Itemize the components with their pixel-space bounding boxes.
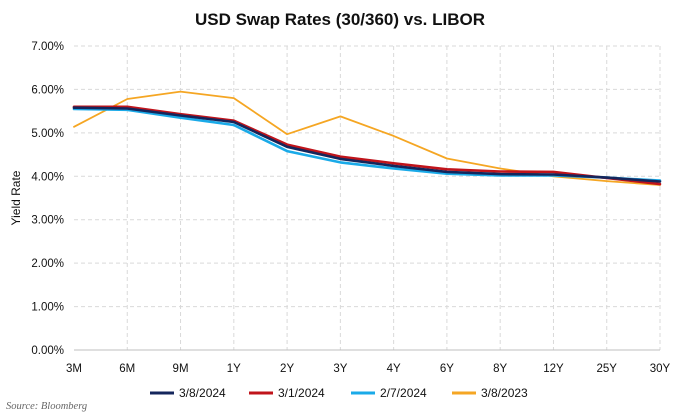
y-tick-label: 0.00% — [31, 345, 64, 357]
y-tick-label: 6.00% — [31, 84, 64, 96]
y-tick-label: 5.00% — [31, 128, 64, 140]
y-tick-label: 4.00% — [31, 171, 64, 183]
source-note: Source: Bloomberg — [6, 401, 87, 412]
legend-label: 3/8/2023 — [481, 386, 528, 400]
x-tick-label: 25Y — [596, 363, 617, 375]
legend-label: 3/8/2024 — [179, 386, 226, 400]
x-tick-label: 9M — [173, 363, 189, 375]
x-tick-label: 12Y — [543, 363, 564, 375]
series-line-2 — [72, 107, 662, 182]
y-tick-label: 7.00% — [31, 41, 64, 53]
x-tick-label: 30Y — [650, 363, 671, 375]
x-tick-label: 4Y — [387, 363, 401, 375]
x-tick-label: 3Y — [333, 363, 347, 375]
y-tick-label: 1.00% — [31, 302, 64, 314]
y-tick-label: 2.00% — [31, 258, 64, 270]
x-tick-label: 1Y — [227, 363, 241, 375]
x-axis-ticks: 3M 6M 9M 1Y 2Y 3Y 4Y 6Y 8Y 12Y 25Y 30Y — [66, 363, 671, 375]
series-line-0 — [72, 106, 662, 183]
legend: 3/8/2024 3/1/2024 2/7/2024 3/8/2023 — [150, 386, 528, 400]
x-tick-label: 6M — [119, 363, 135, 375]
legend-label: 3/1/2024 — [278, 386, 325, 400]
y-tick-label: 3.00% — [31, 215, 64, 227]
y-axis-label: Yield Rate — [9, 170, 23, 225]
x-tick-label: 3M — [66, 363, 82, 375]
series-line-3 — [73, 90, 661, 186]
legend-label: 2/7/2024 — [380, 386, 427, 400]
y-axis-ticks: 0.00% 1.00% 2.00% 3.00% 4.00% 5.00% 6.00% 7.00% — [31, 41, 64, 357]
x-tick-label: 8Y — [493, 363, 507, 375]
x-tick-label: 6Y — [440, 363, 454, 375]
series-line-1 — [72, 105, 662, 186]
series-lines — [72, 90, 662, 186]
x-tick-label: 2Y — [280, 363, 294, 375]
grid — [74, 45, 661, 350]
chart-title: USD Swap Rates (30/360) vs. LIBOR — [195, 10, 485, 29]
